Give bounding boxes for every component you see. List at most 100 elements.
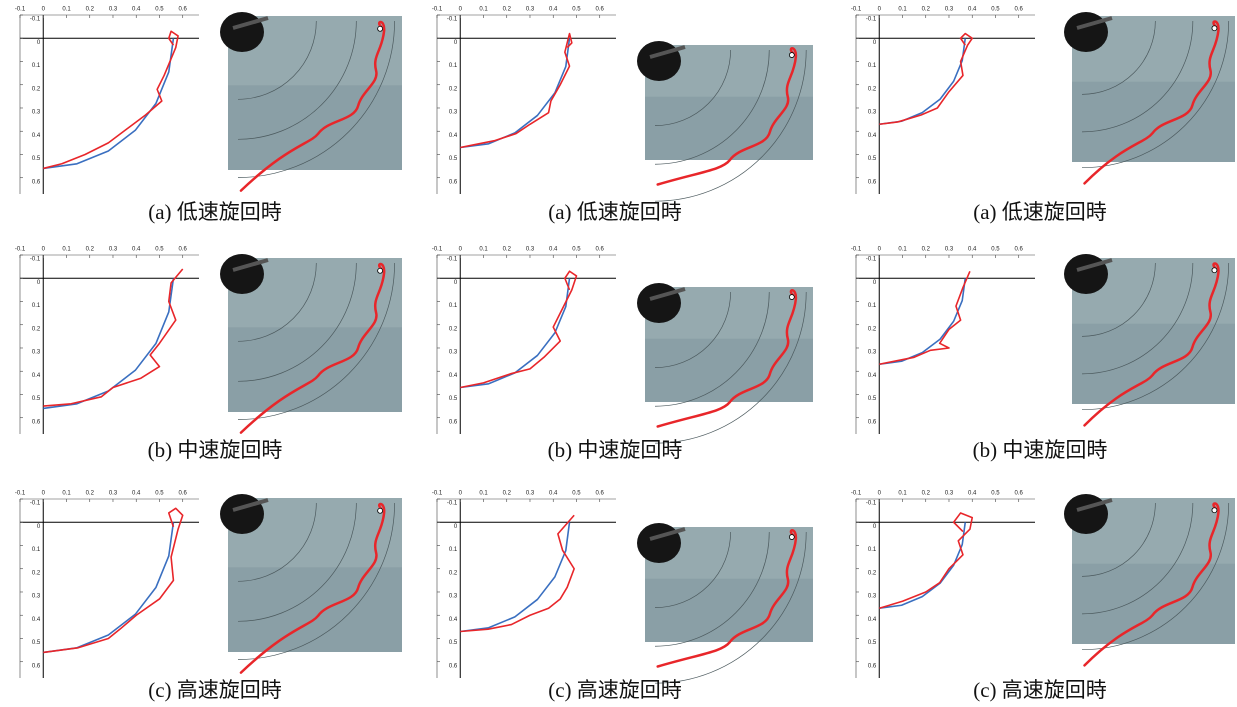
photo (220, 494, 402, 674)
y-tick-label: 0.4 (868, 373, 877, 379)
caption: (b) 中速旋回時 (973, 438, 1108, 462)
photo (220, 12, 402, 192)
x-tick-label: 0.6 (596, 7, 605, 13)
y-tick-label: 0.3 (449, 594, 458, 600)
photo (637, 41, 813, 202)
y-tick-label: 0.6 (449, 663, 458, 669)
chart: -0.1 0 0.1 0.2 0.3 0.4 0.5 0.6-0.100.10.20.30.4… (851, 247, 1035, 434)
floor-arc (1081, 502, 1230, 651)
y-tick-label: 0.1 (868, 547, 877, 553)
y-tick-label: 0.6 (32, 663, 41, 669)
y-tick-label: 0.1 (32, 303, 41, 309)
y-tick-label: 0.3 (868, 110, 877, 116)
x-tick-label: 0.2 (503, 7, 512, 13)
y-tick-label: -0.1 (447, 257, 458, 263)
x-tick-label: 0 (42, 491, 46, 497)
y-tick-label: 0.6 (868, 663, 877, 669)
y-tick-label: 0.4 (449, 133, 458, 139)
x-tick-label: 0.5 (155, 7, 164, 13)
x-tick-label: 0 (42, 247, 46, 253)
marker (377, 267, 384, 274)
floor-arc (237, 20, 317, 100)
caption: (c) 高速旋回時 (973, 678, 1107, 702)
x-tick-label: 0.1 (62, 247, 71, 253)
floor-arc (654, 531, 807, 684)
y-tick-label: 0.6 (32, 419, 41, 425)
x-tick-label: 0.5 (991, 491, 1000, 497)
y-tick-label: -0.1 (30, 17, 41, 23)
trajectory-line (460, 278, 571, 389)
y-tick-label: 0.5 (32, 156, 41, 162)
y-tick-label: 0.3 (868, 350, 877, 356)
x-tick-label: 0.1 (62, 491, 71, 497)
x-tick-label: 0.3 (945, 247, 954, 253)
robot-arm (232, 16, 269, 30)
y-tick-label: 0.3 (32, 110, 41, 116)
photo-trajectory (239, 20, 386, 192)
robot-arm (649, 527, 686, 541)
x-tick-label: -0.1 (851, 7, 862, 13)
y-tick-label: 0.5 (32, 640, 41, 646)
y-tick-label: 0.4 (868, 133, 877, 139)
photo (637, 523, 813, 684)
x-tick-label: 0.1 (898, 247, 907, 253)
trajectory-line (460, 522, 571, 633)
robot-base (220, 494, 264, 534)
x-tick-label: 0.5 (991, 7, 1000, 13)
trajectory-line (460, 38, 571, 149)
floor-arc (237, 262, 317, 342)
photo-trajectory (1083, 262, 1220, 427)
x-tick-label: 0.5 (155, 491, 164, 497)
x-tick-label: 0.2 (922, 7, 931, 13)
x-tick-label: -0.1 (15, 247, 26, 253)
y-tick-label: 0.2 (868, 86, 877, 92)
x-tick-label: 0.4 (968, 247, 977, 253)
marker (1211, 507, 1218, 514)
x-tick-label: 0.4 (549, 491, 558, 497)
chart: -0.1 0 0.1 0.2 0.3 0.4 0.5 0.6-0.100.10.20.30.4… (432, 247, 616, 434)
y-tick-label: 0.5 (868, 156, 877, 162)
x-tick-label: 0.5 (991, 247, 1000, 253)
x-tick-label: 0.4 (132, 491, 141, 497)
x-tick-label: 0 (42, 7, 46, 13)
robot-base (1064, 494, 1108, 534)
x-tick-label: 0.6 (179, 491, 188, 497)
trajectory-line (43, 268, 184, 407)
photo (1064, 254, 1235, 427)
x-tick-label: 0.1 (479, 247, 488, 253)
photo-trajectory (656, 47, 798, 186)
trajectory-line (879, 512, 974, 610)
y-tick-label: 0.6 (868, 179, 877, 185)
trajectory-line (460, 270, 578, 389)
y-tick-label: 0.2 (449, 570, 458, 576)
y-tick-label: 0.1 (32, 63, 41, 69)
x-tick-label: 0.1 (62, 7, 71, 13)
x-tick-label: 0.6 (596, 247, 605, 253)
x-tick-label: 0.6 (1015, 491, 1024, 497)
robot-base (1064, 12, 1108, 52)
trajectory-line (43, 38, 175, 170)
x-tick-label: 0.6 (596, 491, 605, 497)
x-tick-label: 0.3 (109, 491, 118, 497)
x-tick-label: 0.6 (179, 7, 188, 13)
x-tick-label: 0 (459, 491, 463, 497)
trajectory-line (879, 32, 974, 126)
x-tick-label: -0.1 (432, 247, 443, 253)
y-tick-label: 0.4 (868, 617, 877, 623)
x-tick-label: 0 (878, 491, 882, 497)
chart: -0.1 0 0.1 0.2 0.3 0.4 0.5 0.6-0.100.10.20.30.4… (15, 247, 199, 434)
x-tick-label: 0.3 (945, 7, 954, 13)
photo (637, 283, 813, 444)
trajectory-line (43, 278, 175, 410)
chart: -0.1 0 0.1 0.2 0.3 0.4 0.5 0.6-0.100.10.20.30.4… (432, 491, 616, 678)
y-tick-label: 0.4 (32, 133, 41, 139)
floor-arc (654, 49, 807, 202)
y-tick-label: 0.2 (449, 86, 458, 92)
y-tick-label: -0.1 (30, 257, 41, 263)
y-tick-label: 0.3 (868, 594, 877, 600)
x-tick-label: 0.1 (479, 7, 488, 13)
x-tick-label: 0.6 (1015, 247, 1024, 253)
robot-base (220, 12, 264, 52)
robot-arm (649, 45, 686, 59)
